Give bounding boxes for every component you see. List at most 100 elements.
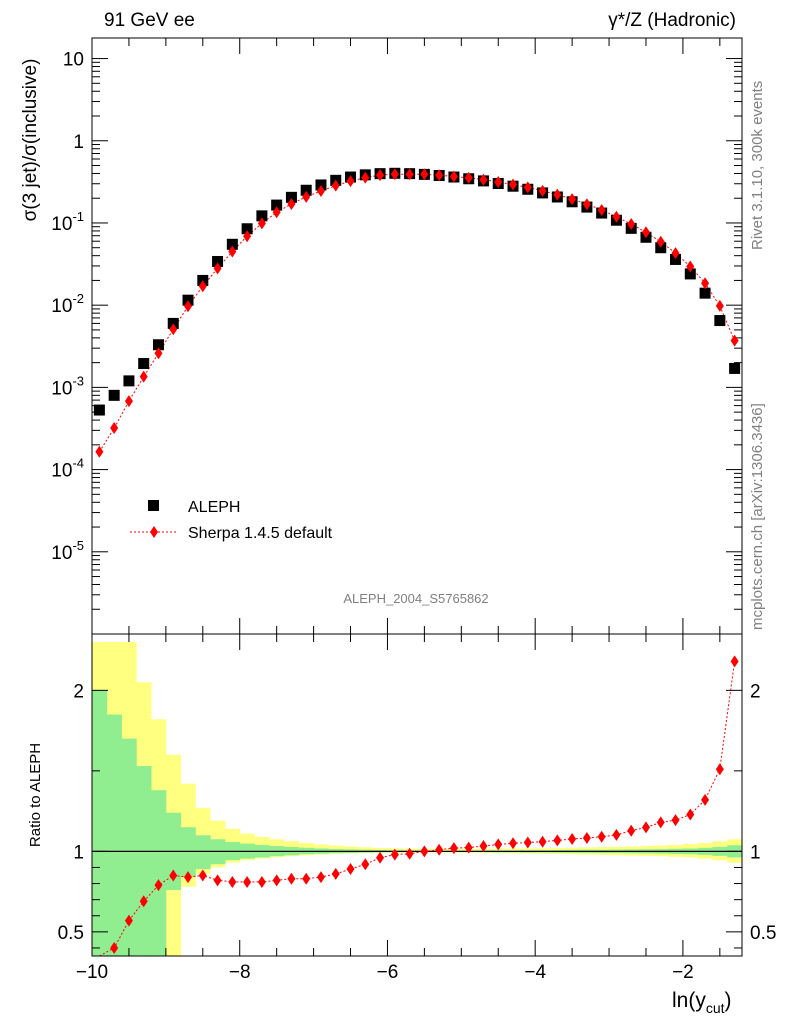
ratio-sherpa-point bbox=[494, 838, 503, 851]
sherpa-point bbox=[110, 422, 119, 435]
x-tick-label: −2 bbox=[672, 962, 694, 983]
aleph-point bbox=[108, 389, 120, 401]
sherpa-point bbox=[198, 280, 207, 293]
main-y-tick-exp: -4 bbox=[72, 456, 84, 471]
legend: ALEPH Sherpa 1.4.5 default bbox=[130, 499, 333, 542]
aleph-point bbox=[729, 362, 741, 374]
ratio-band-stat bbox=[151, 790, 167, 956]
sherpa-point bbox=[435, 169, 444, 182]
sherpa-point bbox=[243, 230, 252, 243]
main-y-tick-base: 10 bbox=[51, 214, 72, 235]
aleph-point bbox=[670, 253, 682, 265]
ratio-band-stat bbox=[106, 714, 122, 956]
main-y-tick-exp: -3 bbox=[72, 373, 84, 388]
ratio-sherpa-point bbox=[302, 872, 311, 885]
ratio-sherpa-point bbox=[449, 842, 458, 855]
ratio-sherpa-point bbox=[627, 824, 636, 837]
ratio-sherpa-point bbox=[715, 763, 724, 776]
ratio-sherpa-point bbox=[110, 941, 119, 954]
x-axis-label-close: ) bbox=[725, 989, 732, 1012]
rivet-note: Rivet 3.1.10, 300k events bbox=[749, 81, 766, 250]
ratio-sherpa-point bbox=[272, 874, 281, 887]
sherpa-point bbox=[390, 168, 399, 181]
ratio-band-stat bbox=[136, 766, 152, 956]
sherpa-point bbox=[184, 300, 193, 313]
sherpa-point bbox=[671, 247, 680, 260]
ratio-sherpa-point bbox=[597, 830, 606, 843]
ratio-sherpa-point bbox=[641, 821, 650, 834]
legend-sherpa-label: Sherpa 1.4.5 default bbox=[188, 525, 333, 542]
ratio-sherpa-point bbox=[287, 872, 296, 885]
header-right: γ*/Z (Hadronic) bbox=[608, 10, 736, 31]
header-left: 91 GeV ee bbox=[104, 10, 195, 31]
ratio-uncertainty-bands bbox=[92, 642, 743, 956]
analysis-id: ALEPH_2004_S5765862 bbox=[343, 591, 488, 606]
ratio-sherpa-point bbox=[213, 874, 222, 887]
ratio-sherpa-point bbox=[464, 841, 473, 854]
sherpa-point bbox=[597, 203, 606, 216]
sherpa-point bbox=[553, 188, 562, 201]
x-tick-label: −10 bbox=[76, 962, 108, 983]
sherpa-point bbox=[538, 184, 547, 197]
sherpa-point bbox=[641, 226, 650, 239]
main-y-tick-label: 10-1 bbox=[51, 209, 84, 235]
main-y-axis-label: σ(3 jet)/σ(inclusive) bbox=[20, 59, 41, 222]
sherpa-point bbox=[479, 173, 488, 186]
ratio-y-tick-label-right: 2 bbox=[750, 681, 761, 702]
sherpa-point bbox=[331, 179, 340, 192]
sherpa-point bbox=[346, 175, 355, 188]
aleph-point bbox=[271, 199, 283, 211]
aleph-point bbox=[699, 287, 711, 299]
main-y-tick-exp: -5 bbox=[72, 538, 84, 553]
sherpa-point bbox=[287, 198, 296, 211]
sherpa-point bbox=[656, 235, 665, 248]
sherpa-point bbox=[228, 245, 237, 258]
ratio-sherpa-point bbox=[139, 895, 148, 908]
legend-sherpa-marker bbox=[150, 526, 158, 538]
main-y-tick-label: 10-4 bbox=[51, 456, 84, 482]
ratio-y-tick-label-right: 0.5 bbox=[750, 923, 776, 944]
main-y-tick-exp: -2 bbox=[72, 291, 84, 306]
ratio-sherpa-point bbox=[686, 808, 695, 821]
sherpa-point bbox=[316, 184, 325, 197]
sherpa-point bbox=[272, 206, 281, 219]
sherpa-point bbox=[612, 210, 621, 223]
main-y-tick-label: 10-3 bbox=[51, 373, 84, 399]
x-axis-label-sub: cut bbox=[706, 1000, 725, 1016]
ratio-sherpa-point bbox=[509, 837, 518, 850]
sherpa-point bbox=[730, 334, 739, 347]
ratio-band-stat bbox=[180, 827, 196, 878]
legend-aleph-label: ALEPH bbox=[188, 499, 240, 516]
sherpa-point bbox=[376, 169, 385, 182]
ratio-sherpa-point bbox=[361, 858, 370, 871]
sherpa-point bbox=[124, 395, 133, 408]
sherpa-point bbox=[213, 262, 222, 275]
ratio-sherpa-point bbox=[701, 793, 710, 806]
sherpa-line bbox=[98, 173, 736, 452]
aleph-point bbox=[714, 315, 726, 327]
ratio-sherpa-point bbox=[538, 835, 547, 848]
aleph-point bbox=[93, 404, 105, 416]
x-tick-label: −6 bbox=[377, 962, 399, 983]
sherpa-point bbox=[257, 217, 266, 230]
ratio-sherpa-point bbox=[198, 869, 207, 882]
ratio-sherpa-point bbox=[169, 869, 178, 882]
ratio-sherpa-point bbox=[154, 879, 163, 892]
aleph-point bbox=[123, 375, 135, 387]
aleph-point bbox=[138, 358, 150, 370]
ratio-sherpa-point bbox=[316, 871, 325, 884]
ratio-series-layer bbox=[99, 655, 739, 957]
sherpa-point bbox=[464, 171, 473, 184]
x-axis-label-main: ln(y bbox=[672, 989, 706, 1012]
main-y-tick-base: 10 bbox=[63, 50, 84, 71]
sherpa-point bbox=[494, 176, 503, 189]
ratio-y-tick-label-right: 1 bbox=[750, 842, 761, 863]
main-panel-frame bbox=[91, 37, 743, 635]
ratio-sherpa-point bbox=[346, 863, 355, 876]
ratio-sherpa-point bbox=[331, 867, 340, 880]
ratio-band-stat bbox=[195, 835, 211, 870]
sherpa-point bbox=[405, 168, 414, 181]
ratio-y-tick-label-left: 2 bbox=[73, 681, 84, 702]
ratio-sherpa-point bbox=[523, 836, 532, 849]
